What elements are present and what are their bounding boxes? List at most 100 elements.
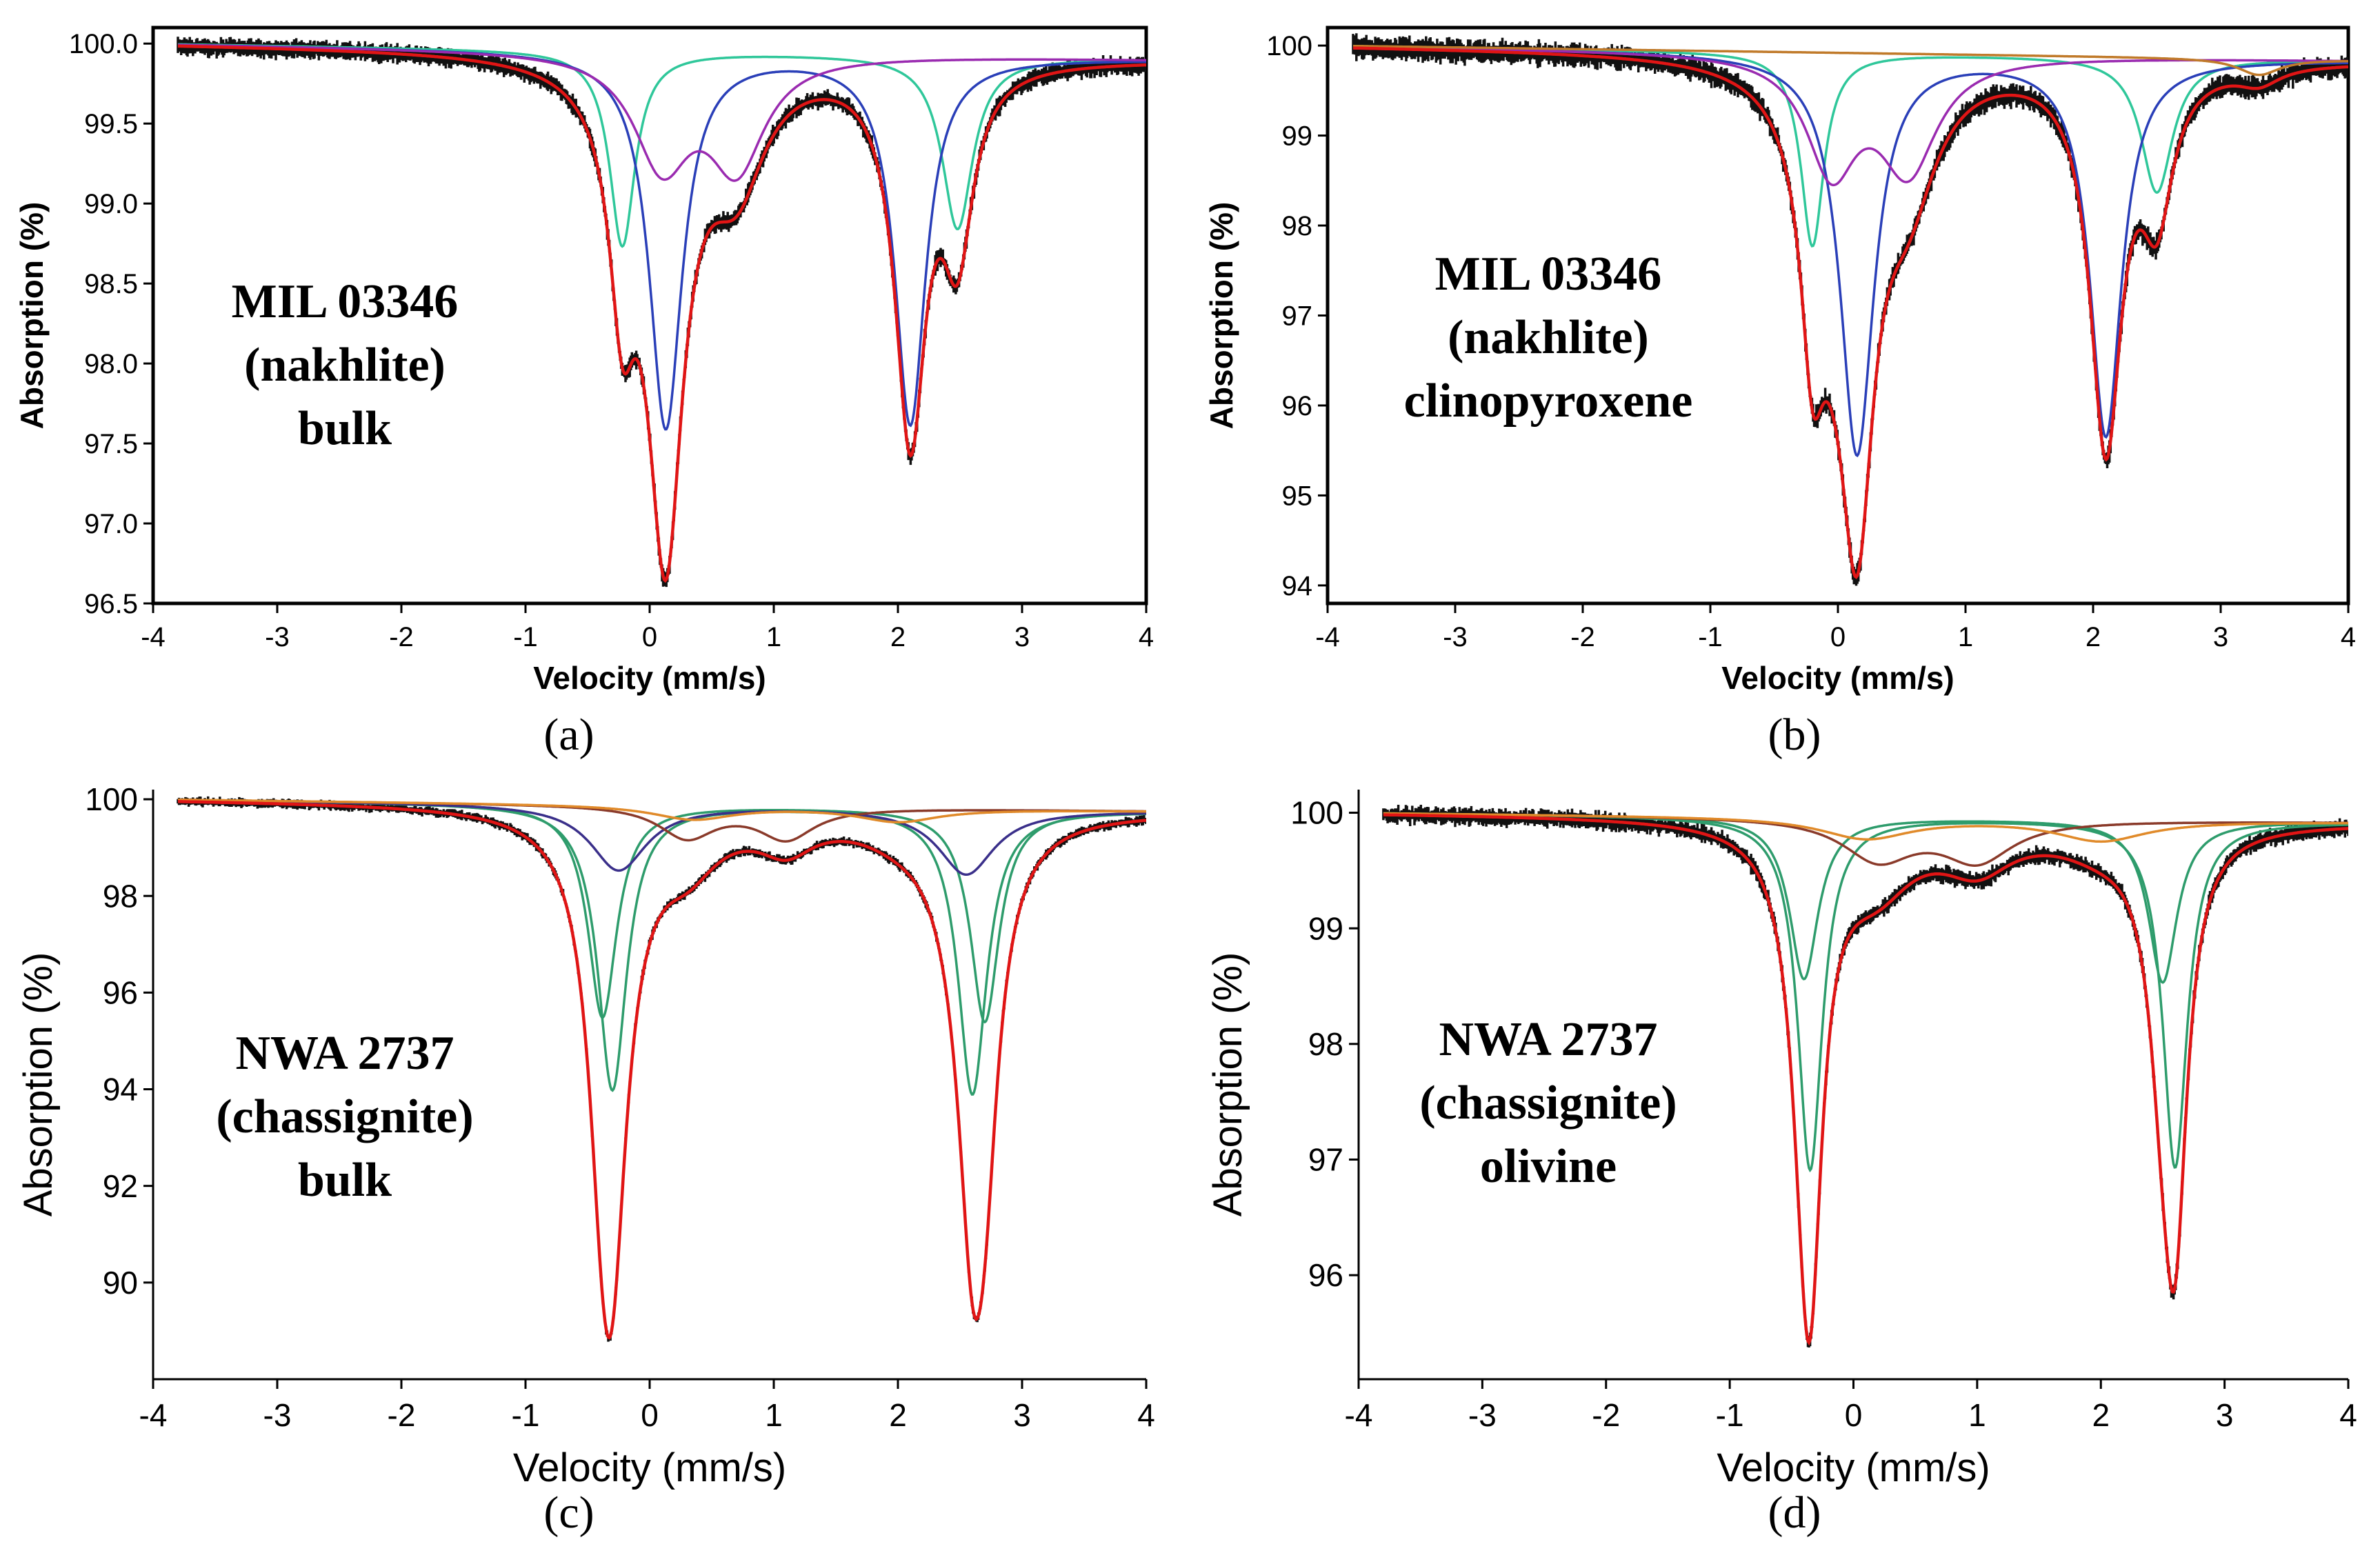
y-tick-label: 98 — [1282, 211, 1313, 241]
fit-component-1 — [1353, 45, 2348, 248]
sample-annotation-line: clinopyroxene — [1404, 374, 1693, 428]
panel-b-chart: -4 -3 -2 -1 0 1 2 3 4 94 95 96 97 98 99 100 Velocity (mm… — [1203, 26, 2356, 696]
fit-component-3 — [1352, 46, 2348, 187]
fit-component-4 — [1383, 812, 2348, 843]
x-tick-label: -3 — [263, 1397, 292, 1433]
x-tick-label: -1 — [1698, 622, 1723, 652]
x-tick-label: 2 — [890, 622, 906, 652]
y-tick-label: 97.0 — [84, 509, 138, 539]
total-fit-line — [178, 800, 1146, 1340]
x-tick-label: -4 — [1345, 1397, 1373, 1433]
sample-annotation-line: MIL 03346 — [1435, 248, 1662, 301]
x-tick-label: -1 — [1716, 1397, 1744, 1433]
y-tick-label: 96 — [103, 974, 138, 1010]
y-tick-label: 97 — [1282, 301, 1313, 332]
x-tick-label: 1 — [1968, 1397, 1986, 1433]
x-tick-label: -2 — [1570, 622, 1595, 652]
total-fit-line — [1383, 813, 2348, 1346]
x-tick-label: -4 — [1315, 622, 1340, 652]
panel-c-chart: -4 -3 -2 -1 0 1 2 3 4 90 92 94 96 98 100 Velocity (mm/s… — [16, 781, 1155, 1490]
y-tick-label: 95 — [1282, 481, 1313, 511]
sample-annotation-line: MIL 03346 — [232, 275, 459, 328]
x-tick-label: 2 — [2092, 1397, 2110, 1433]
x-axis-label: Velocity (mm/s) — [1721, 660, 1954, 696]
panel-b-caption: (b) — [1768, 710, 1821, 760]
sample-annotation-line: (chassignite) — [216, 1090, 473, 1143]
y-tick-label: 96 — [1282, 391, 1313, 421]
y-tick-label: 100 — [1266, 31, 1312, 61]
sample-annotation-line: (nakhlite) — [1448, 311, 1649, 364]
x-tick-label: 0 — [1845, 1397, 1863, 1433]
fit-component-4 — [1352, 44, 2348, 77]
x-tick-label: -3 — [265, 622, 290, 652]
y-tick-label: 96 — [1308, 1257, 1343, 1293]
y-tick-label: 98.5 — [84, 269, 138, 299]
fit-component-3 — [178, 43, 1146, 182]
x-tick-label: -2 — [1592, 1397, 1620, 1433]
x-axis-label: Velocity (mm/s) — [513, 1445, 786, 1490]
x-tick-label: -2 — [389, 622, 414, 652]
y-tick-label: 92 — [103, 1168, 138, 1204]
panel-c-caption: (c) — [543, 1487, 594, 1538]
y-tick-label: 98 — [1308, 1026, 1343, 1062]
panel-d-caption: (d) — [1768, 1487, 1821, 1538]
sample-annotation-line: (chassignite) — [1419, 1076, 1677, 1130]
x-tick-label: 4 — [2339, 1397, 2357, 1433]
panel-a-chart: -4 -3 -2 -1 0 1 2 3 4 96.5 97.0 97.5 98.0 98.5 99.0 99.… — [14, 26, 1154, 696]
y-axis-label: Absorption (%) — [14, 202, 50, 430]
sample-annotation-line: bulk — [298, 402, 392, 455]
x-tick-label: -3 — [1443, 622, 1468, 652]
y-tick-label: 99.5 — [84, 109, 138, 139]
y-tick-label: 98.0 — [84, 349, 138, 379]
total-fit-line — [1352, 46, 2348, 579]
x-axis-label: Velocity (mm/s) — [533, 660, 766, 696]
y-tick-label: 98 — [103, 878, 138, 914]
total-fit-line — [178, 44, 1146, 583]
x-tick-label: 3 — [2213, 622, 2228, 652]
y-axis-label: Absorption (%) — [16, 952, 61, 1217]
x-tick-label: 1 — [765, 1397, 783, 1433]
y-tick-label: 100.0 — [69, 29, 138, 59]
x-tick-label: -1 — [512, 1397, 540, 1433]
y-axis-label: Absorption (%) — [1206, 952, 1250, 1217]
x-tick-label: 4 — [2341, 622, 2356, 652]
x-tick-label: 0 — [641, 1397, 659, 1433]
fit-component-5 — [178, 798, 1146, 824]
x-tick-label: -4 — [141, 622, 166, 652]
y-axis-label: Absorption (%) — [1203, 202, 1239, 430]
panel-a-caption: (a) — [543, 710, 594, 760]
measured-data — [1352, 33, 2348, 586]
sample-annotation-line: bulk — [298, 1154, 392, 1207]
y-tick-label: 94 — [1282, 571, 1313, 601]
x-tick-label: 4 — [1137, 1397, 1155, 1433]
sample-annotation-line: NWA 2737 — [236, 1027, 454, 1080]
x-tick-label: 3 — [1014, 622, 1030, 652]
y-tick-label: 99 — [1308, 910, 1343, 946]
x-tick-label: 3 — [1013, 1397, 1031, 1433]
x-tick-label: 4 — [1139, 622, 1154, 652]
panel-d-chart: -4 -3 -2 -1 0 1 2 3 4 96 97 98 99 100 Velocity (mm/s) A… — [1206, 790, 2357, 1490]
x-tick-label: -4 — [139, 1397, 168, 1433]
y-tick-label: 97.5 — [84, 429, 138, 459]
x-tick-label: 1 — [1958, 622, 1973, 652]
y-tick-label: 96.5 — [84, 589, 138, 619]
y-tick-label: 100 — [85, 781, 138, 817]
y-tick-label: 100 — [1290, 795, 1343, 831]
y-tick-label: 97 — [1308, 1142, 1343, 1178]
x-tick-label: 2 — [2086, 622, 2101, 652]
sample-annotation-line: (nakhlite) — [244, 339, 446, 392]
x-tick-label: -1 — [513, 622, 538, 652]
x-tick-label: -3 — [1468, 1397, 1497, 1433]
x-tick-label: -2 — [388, 1397, 416, 1433]
sample-annotation-line: NWA 2737 — [1439, 1013, 1658, 1066]
sample-annotation-line: olivine — [1480, 1140, 1617, 1193]
y-tick-label: 94 — [103, 1072, 138, 1108]
y-tick-label: 90 — [103, 1265, 138, 1301]
fit-component-1 — [177, 43, 1146, 248]
y-tick-label: 99.0 — [84, 189, 138, 219]
x-tick-label: 1 — [766, 622, 781, 652]
x-axis-label: Velocity (mm/s) — [1717, 1445, 1990, 1490]
x-tick-label: 2 — [889, 1397, 907, 1433]
x-tick-label: 0 — [1830, 622, 1846, 652]
